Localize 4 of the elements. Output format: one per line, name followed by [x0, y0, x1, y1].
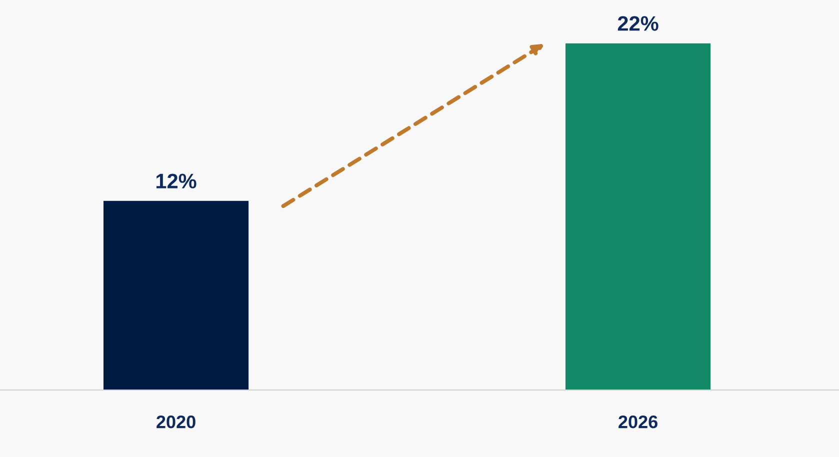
- data-label: 22%: [618, 16, 658, 31]
- x-tick-label: 2020: [156, 415, 196, 428]
- x-tick-label: 2026: [618, 415, 658, 428]
- data-label: 12%: [156, 174, 196, 188]
